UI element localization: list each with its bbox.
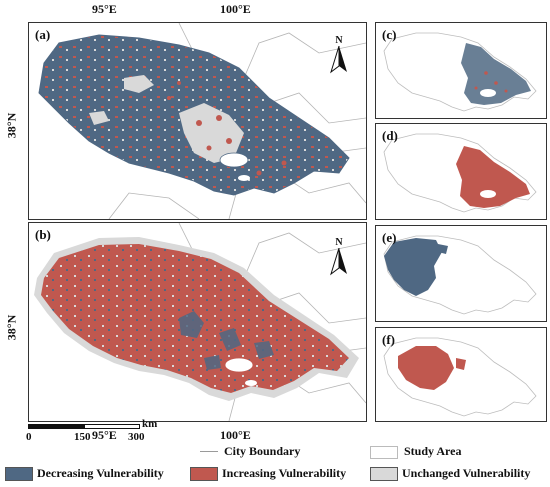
scale-bar-black <box>28 424 84 429</box>
map-b-svg <box>34 223 366 421</box>
legend-unchanged-label: Unchanged Vulnerability <box>402 466 531 480</box>
city-boundary-line-icon <box>200 451 218 452</box>
map-a-svg <box>38 23 366 219</box>
north-label-a: N <box>335 35 343 46</box>
lat-label-b: 38°N <box>4 314 19 341</box>
map-e-svg <box>383 235 537 315</box>
lat-label-a: 38°N <box>4 112 19 139</box>
map-panel-d: (d) <box>375 123 547 220</box>
map-panel-b: (b) N <box>28 222 367 422</box>
decreasing-swatch-icon <box>5 467 33 481</box>
north-label-b: N <box>335 237 343 248</box>
legend-unchanged: Unchanged Vulnerability <box>370 466 550 482</box>
legend-city-boundary: City Boundary <box>200 444 370 459</box>
legend-study-area-label: Study Area <box>404 444 462 458</box>
panel-label-f: (f) <box>382 332 395 347</box>
map-panel-e: (e) <box>375 225 547 322</box>
north-arrow-icon <box>330 247 347 276</box>
scale-tick-300: 300 <box>128 431 145 443</box>
legend-increasing-label: Increasing Vulnerability <box>222 466 347 480</box>
map-panel-c: (c) <box>375 22 547 119</box>
map-panel-f: (f) <box>375 327 547 422</box>
legend-increasing: Increasing Vulnerability <box>190 466 370 482</box>
scale-tick-0: 0 <box>26 431 32 443</box>
north-arrow-a: N <box>329 35 349 75</box>
north-arrow-icon <box>330 45 347 74</box>
lon-label-100-top: 100°E <box>220 2 251 16</box>
increasing-swatch-icon <box>190 467 218 481</box>
north-arrow-b: N <box>329 237 349 277</box>
scale-unit: km <box>142 418 158 430</box>
panel-label-e: (e) <box>382 230 397 245</box>
scale-bar: 0 150 300 km <box>26 418 168 452</box>
lon-label-95-bottom: 95°E <box>92 428 117 442</box>
lon-label-95-top: 95°E <box>92 2 117 16</box>
panel-label-c: (c) <box>382 27 397 42</box>
panel-label-d: (d) <box>382 128 398 143</box>
map-c-svg <box>383 32 537 112</box>
unchanged-swatch-icon <box>370 467 398 481</box>
panel-label-b: (b) <box>35 227 51 242</box>
scale-tick-150: 150 <box>74 431 91 443</box>
legend-decreasing: Decreasing Vulnerability <box>5 466 195 482</box>
scale-bar-white <box>84 424 140 429</box>
legend-city-boundary-label: City Boundary <box>224 444 301 458</box>
map-panel-a: (a) N <box>28 22 367 220</box>
map-d-svg <box>383 133 537 213</box>
study-area-swatch-icon <box>370 446 398 459</box>
panel-label-a: (a) <box>35 27 51 42</box>
legend-decreasing-label: Decreasing Vulnerability <box>37 466 164 480</box>
map-f-svg <box>383 337 537 417</box>
lon-label-100-bottom: 100°E <box>220 428 251 442</box>
legend-study-area: Study Area <box>370 444 540 459</box>
